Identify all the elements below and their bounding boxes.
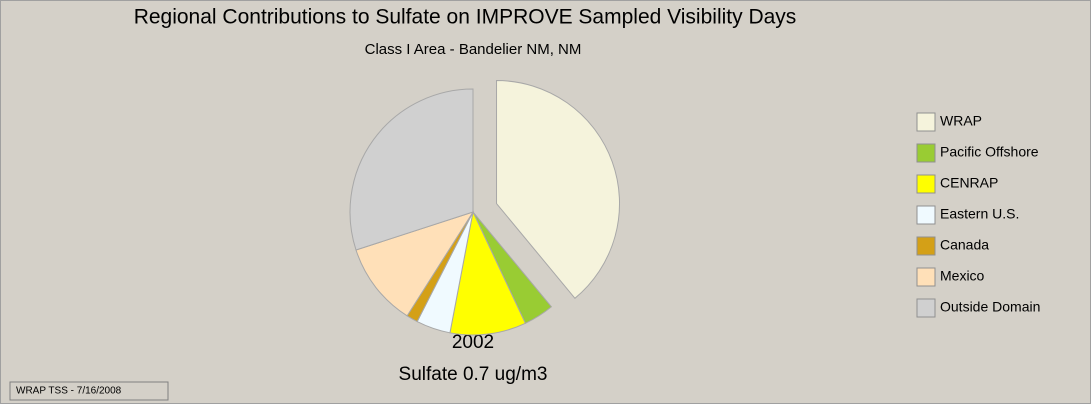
legend-label: WRAP bbox=[940, 113, 982, 129]
legend-swatch bbox=[916, 298, 936, 318]
legend-label: Pacific Offshore bbox=[940, 144, 1039, 160]
legend-swatch bbox=[916, 143, 936, 163]
legend-label: CENRAP bbox=[940, 175, 998, 191]
legend-swatch bbox=[916, 236, 936, 256]
pie-slice bbox=[349, 88, 474, 251]
legend-swatch bbox=[916, 205, 936, 225]
legend-swatch bbox=[916, 174, 936, 194]
footer-box bbox=[9, 381, 169, 401]
chart-title: Regional Contributions to Sulfate on IMP… bbox=[134, 6, 797, 29]
chart-subtitle: Class I Area - Bandelier NM, NM bbox=[365, 41, 582, 58]
pie-slice bbox=[449, 210, 527, 336]
legend-label: Canada bbox=[940, 237, 989, 253]
footer: WRAP TSS - 7/16/2008 bbox=[16, 386, 122, 397]
legend-swatch bbox=[916, 112, 936, 132]
legend-label: Eastern U.S. bbox=[940, 206, 1019, 222]
pie-slice bbox=[355, 211, 475, 317]
pie-slice bbox=[496, 80, 621, 300]
annotation: 2002 bbox=[452, 332, 494, 353]
legend-label: Outside Domain bbox=[940, 299, 1040, 315]
annotation: Sulfate 0.7 ug/m3 bbox=[399, 364, 548, 385]
legend-label: Mexico bbox=[940, 268, 985, 284]
legend-swatch bbox=[916, 267, 936, 287]
